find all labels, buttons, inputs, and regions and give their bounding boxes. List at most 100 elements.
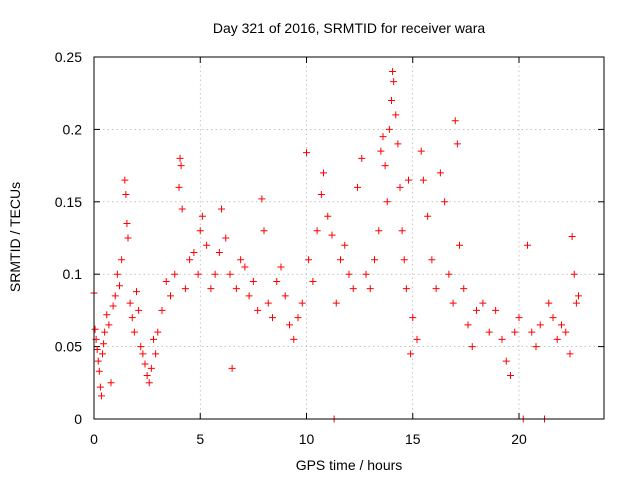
data-point — [419, 176, 427, 184]
data-point — [309, 277, 317, 285]
data-point — [264, 299, 272, 307]
data-point — [337, 256, 344, 264]
data-point — [196, 227, 204, 235]
data-point — [118, 256, 126, 264]
data-point — [441, 198, 449, 206]
x-tick-label: 15 — [405, 431, 421, 447]
data-point — [362, 270, 370, 278]
data-point — [570, 270, 578, 278]
data-point — [545, 299, 553, 307]
data-point — [290, 335, 298, 343]
data-point — [468, 343, 476, 351]
data-point — [390, 78, 398, 86]
data-point — [241, 263, 249, 271]
data-point — [456, 241, 463, 249]
data-point — [145, 379, 153, 387]
data-point — [99, 350, 106, 358]
data-point — [460, 285, 468, 293]
data-point — [109, 302, 117, 310]
data-point — [113, 270, 121, 278]
data-point — [103, 311, 111, 319]
data-point — [194, 270, 202, 278]
data-point — [107, 379, 115, 387]
data-point — [294, 314, 302, 322]
data-point — [96, 383, 104, 391]
y-axis-label: SRMTID / TECUs — [7, 182, 23, 292]
data-point — [558, 321, 565, 329]
data-point — [453, 140, 461, 148]
data-point — [358, 154, 366, 162]
data-point — [375, 227, 383, 235]
data-point — [332, 299, 340, 307]
data-point — [317, 191, 325, 199]
axis-tick-labels: 0 5 10 15 20 0 0.05 0.1 0.15 0.2 0.25 — [55, 49, 527, 447]
data-point — [105, 321, 113, 329]
data-point — [371, 256, 378, 264]
data-point — [396, 183, 404, 191]
data-point — [532, 343, 540, 351]
data-point — [94, 357, 102, 365]
data-point — [254, 306, 262, 314]
data-point — [575, 292, 582, 300]
data-point — [407, 350, 415, 358]
data-point — [203, 241, 211, 249]
data-point — [186, 256, 194, 264]
data-point — [141, 360, 149, 368]
data-point — [150, 335, 157, 343]
data-point — [572, 299, 580, 307]
data-point — [135, 306, 143, 314]
data-point — [286, 321, 293, 329]
data-point — [122, 191, 130, 199]
x-tick-label: 10 — [299, 431, 315, 447]
data-point — [568, 233, 576, 241]
data-point — [177, 162, 185, 170]
data-point — [154, 328, 162, 336]
data-point — [417, 147, 425, 155]
data-point — [515, 314, 523, 322]
data-point — [137, 343, 145, 351]
data-point — [95, 367, 103, 375]
data-point — [91, 325, 99, 333]
data-point — [383, 198, 391, 206]
data-point — [428, 256, 436, 264]
data-point — [258, 195, 266, 203]
data-point — [303, 149, 310, 157]
data-point — [485, 328, 493, 336]
data-point — [413, 335, 421, 343]
data-point — [298, 299, 306, 307]
data-point — [394, 140, 402, 148]
data-point — [249, 277, 257, 285]
data-point — [111, 292, 119, 300]
data-point — [511, 328, 519, 336]
data-point — [222, 234, 230, 242]
y-tick-label: 0.05 — [55, 339, 82, 355]
data-point — [97, 392, 105, 400]
x-tick-label: 5 — [196, 431, 204, 447]
data-point — [116, 282, 123, 290]
data-point — [324, 212, 332, 220]
chart-title: Day 321 of 2016, SRMTID for receiver war… — [213, 20, 486, 36]
data-point — [388, 96, 395, 104]
data-point — [405, 176, 412, 184]
data-point — [400, 256, 408, 264]
data-point — [198, 212, 206, 220]
data-point — [498, 335, 506, 343]
data-point — [158, 306, 166, 314]
data-point — [345, 270, 353, 278]
data-point — [93, 345, 101, 353]
data-point — [549, 314, 557, 322]
data-point — [228, 364, 236, 372]
data-point — [167, 292, 174, 300]
data-point — [226, 270, 234, 278]
data-point — [562, 328, 570, 336]
data-point — [479, 299, 487, 307]
x-tick-label: 20 — [511, 431, 527, 447]
data-point — [152, 350, 160, 358]
data-point — [143, 372, 151, 380]
data-point — [349, 285, 357, 293]
data-point — [305, 256, 313, 264]
data-point — [464, 321, 472, 329]
data-point — [553, 335, 561, 343]
data-point — [100, 340, 108, 348]
data-point — [402, 285, 410, 293]
